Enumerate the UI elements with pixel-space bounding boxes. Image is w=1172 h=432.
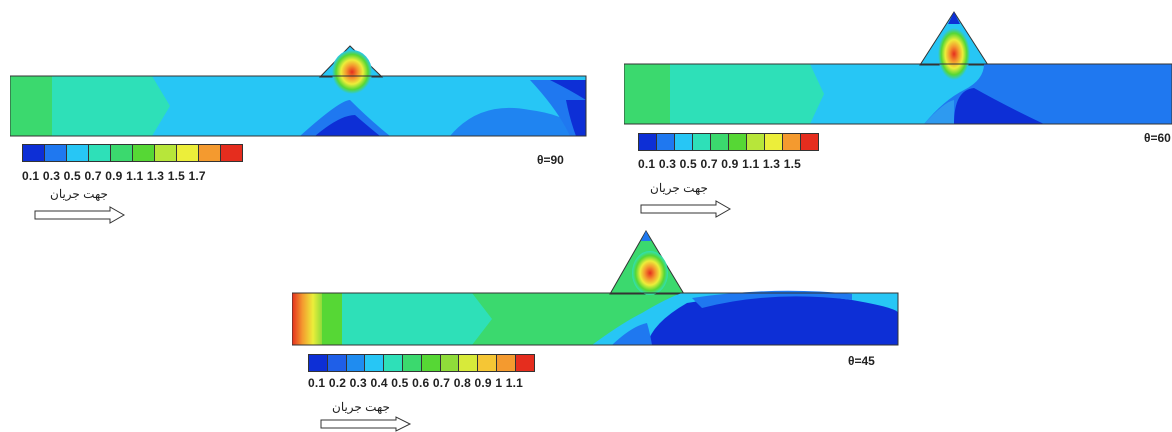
legend-swatch [401,354,422,372]
legend-swatch [420,354,441,372]
legend-swatch [132,144,155,162]
legend-swatch [345,354,366,372]
legend-swatch [154,144,177,162]
contour-channel-60 [624,11,1172,125]
legend-swatch [364,354,385,372]
contour-channel-45 [292,230,899,346]
legend-swatch [110,144,133,162]
legend-swatch [176,144,199,162]
legend-swatch [439,354,460,372]
legend-swatch [88,144,111,162]
legend-ticks-45: 0.1 0.2 0.3 0.4 0.5 0.6 0.7 0.8 0.9 1 1.… [308,376,524,390]
flow-direction-label-60: جهت جریان [650,181,708,195]
flow-arrow-icon-45 [320,416,412,432]
legend-swatch [383,354,403,372]
legend-swatch [692,133,711,151]
legend-bar-90 [22,144,243,162]
panel-theta-60: 0.1 0.3 0.5 0.7 0.9 1.1 1.3 1.5 θ=60 جهت… [624,10,1172,220]
panel-theta-45: 0.1 0.2 0.3 0.4 0.5 0.6 0.7 0.8 0.9 1 1.… [292,228,904,432]
legend-swatch [495,354,516,372]
legend-swatch [638,133,657,151]
angle-label-45: θ=45 [848,354,875,368]
flow-direction-label-90: جهت جریان [50,187,108,201]
angle-label-60: θ=60 [1144,131,1171,145]
legend-swatch [66,144,89,162]
legend-swatch [764,133,783,151]
legend-swatch [710,133,729,151]
legend-swatch [782,133,801,151]
legend-bar-60 [638,133,819,151]
flow-arrow-icon-90 [34,206,126,224]
legend-swatch [198,144,221,162]
flow-arrow-icon-60 [640,200,732,218]
legend-swatch [308,354,328,372]
angle-label-90: θ=90 [537,153,564,167]
legend-ticks-90: 0.1 0.3 0.5 0.7 0.9 1.1 1.3 1.5 1.7 [22,169,206,183]
legend-bar-45 [308,354,535,372]
legend-swatch [674,133,693,151]
flow-direction-label-45: جهت جریان [332,400,390,414]
legend-swatch [22,144,45,162]
panel-theta-90: 0.1 0.3 0.5 0.7 0.9 1.1 1.3 1.5 1.7 θ=90… [10,40,590,230]
legend-swatch [728,133,747,151]
legend-swatch [746,133,765,151]
contour-channel-90 [10,45,587,137]
legend-swatch [458,354,479,372]
legend-ticks-60: 0.1 0.3 0.5 0.7 0.9 1.1 1.3 1.5 [638,157,801,171]
legend-swatch [220,144,243,162]
legend-swatch [44,144,67,162]
legend-swatch [800,133,819,151]
legend-swatch [656,133,675,151]
legend-swatch [326,354,347,372]
legend-swatch [477,354,497,372]
legend-swatch [514,354,535,372]
